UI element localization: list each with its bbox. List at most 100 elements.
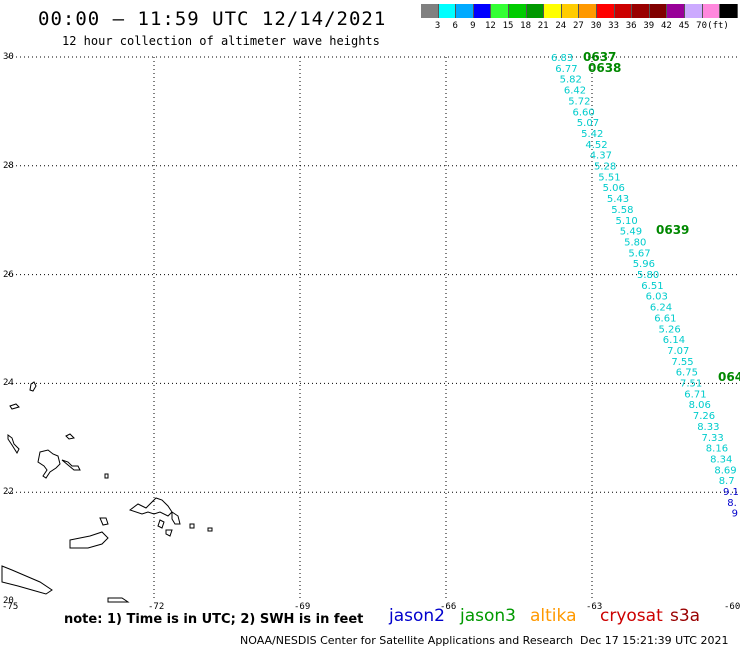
- colorbar-tick-label: 15: [502, 21, 514, 31]
- latitude-label: 30: [3, 52, 14, 62]
- track-swh-label: 5.26: [659, 324, 681, 335]
- credit-date: Dec 17 15:21:39 UTC 2021: [580, 634, 729, 647]
- track-swh-label: 6.83: [551, 53, 573, 64]
- track-swh-label: 8.06: [689, 400, 711, 411]
- colorbar-swatch: [421, 4, 439, 18]
- track-swh-label: 6.60: [573, 107, 595, 118]
- coastline-exumas: [61, 459, 81, 471]
- colorbar-swatch: [649, 4, 668, 18]
- legend-item-jason2: jason2: [389, 606, 445, 626]
- track-swh-label: 6.75: [676, 368, 698, 379]
- colorbar-tick-label: 3: [434, 21, 441, 31]
- legend-item-cryosat: cryosat: [600, 606, 663, 626]
- colorbar: [421, 4, 738, 18]
- colorbar-swatch: [684, 4, 703, 18]
- colorbar-tick-label: 30: [590, 21, 602, 31]
- grid-lines: [8, 56, 738, 601]
- track-swh-label: 5.51: [598, 172, 620, 183]
- track-swh-label: 6.03: [646, 292, 668, 303]
- colorbar-swatch: [473, 4, 492, 18]
- colorbar-swatch: [491, 4, 509, 18]
- longitude-label: -69: [294, 602, 311, 612]
- track-swh-label: 5.10: [616, 216, 638, 227]
- track-swh-label: 7.07: [667, 346, 689, 357]
- track-swh-label: 9.1: [723, 487, 739, 498]
- legend-item-s3a: s3a: [670, 606, 701, 626]
- track-swh-label: 6.61: [654, 313, 676, 324]
- track-swh-label: 5.67: [628, 248, 650, 259]
- colorbar-tick-label: 27: [572, 21, 584, 31]
- colorbar-tick-label: 33: [608, 21, 620, 31]
- track-swh-label: 8.: [727, 498, 737, 509]
- colorbar-tick-label: 70: [696, 21, 708, 31]
- latitude-label: 20: [3, 596, 14, 606]
- track-swh-label: 5.43: [607, 194, 629, 205]
- longitude-label: -60: [724, 602, 740, 612]
- track-time-label: 0637: [583, 50, 616, 64]
- coastline-turks-b: [171, 511, 181, 525]
- colorbar-swatch: [720, 4, 738, 18]
- colorbar-unit: (ft): [707, 21, 729, 31]
- track-swh-label: 5.96: [633, 259, 655, 270]
- colorbar-tick-label: 36: [625, 21, 637, 31]
- footer-note: note: 1) Time is in UTC; 2) SWH is in fe…: [64, 612, 364, 627]
- map-subtitle: 12 hour collection of altimeter wave hei…: [62, 34, 380, 48]
- colorbar-tick-label: 45: [678, 21, 690, 31]
- coastline-caicos: [157, 519, 165, 529]
- track-swh-label: 5.28: [594, 162, 616, 173]
- track-swh-label: 5.06: [603, 183, 625, 194]
- coastline-island-c: [165, 529, 173, 537]
- track-swh-label: 6.71: [684, 389, 706, 400]
- colorbar-tick-label: 21: [537, 21, 549, 31]
- colorbar-tick-label: 12: [484, 21, 496, 31]
- coastline-eleuthera: [37, 449, 61, 479]
- track-swh-label: 6.51: [641, 281, 663, 292]
- coastline-acklins: [69, 531, 109, 549]
- longitude-label: -63: [586, 602, 603, 612]
- colorbar-swatch: [579, 4, 597, 18]
- track-swh-label: 7.26: [693, 411, 715, 422]
- longitude-label: -72: [148, 602, 165, 612]
- longitude-label: -66: [440, 602, 457, 612]
- coastline-turks-a: [128, 497, 173, 517]
- latitude-label: 26: [3, 269, 14, 280]
- colorbar-swatch: [702, 4, 721, 18]
- latitude-label: 22: [3, 487, 14, 498]
- colorbar-swatch: [614, 4, 633, 18]
- track-swh-label: 8.34: [710, 454, 732, 465]
- track-swh-label: 6.24: [650, 303, 672, 314]
- colorbar-swatch: [667, 4, 685, 18]
- colorbar-swatch: [526, 4, 545, 18]
- latitude-label: 24: [3, 378, 14, 389]
- colorbar-swatch: [596, 4, 615, 18]
- track-swh-label: 5.72: [568, 96, 590, 107]
- colorbar-swatch: [632, 4, 650, 18]
- coastlines: [1, 381, 213, 603]
- track-swh-label: 8.7: [719, 476, 735, 487]
- track-swh-label: 7.33: [702, 433, 724, 444]
- track-swh-label: 5.80: [624, 237, 646, 248]
- colorbar-tick-label: 6: [452, 21, 458, 31]
- track-swh-label: 8.69: [714, 465, 736, 476]
- colorbar-tick-label: 24: [555, 21, 567, 31]
- coastline-island-d: [189, 523, 195, 529]
- colorbar-swatch: [544, 4, 562, 18]
- track-swh-label: 5.42: [581, 129, 603, 140]
- track-swh-label: 7.51: [680, 379, 702, 390]
- track-time-label: 0639: [656, 223, 689, 237]
- track-swh-label: 5.07: [577, 118, 599, 129]
- coastline-island-b: [104, 473, 109, 479]
- coastline-island-a: [9, 403, 20, 410]
- colorbar-swatch: [438, 4, 457, 18]
- track-swh-label: 8.33: [697, 422, 719, 433]
- credit-text: NOAA/NESDIS Center for Satellite Applica…: [240, 634, 574, 647]
- track-swh-label: 6.77: [555, 64, 577, 75]
- colorbar-swatch: [561, 4, 580, 18]
- track-time-label: 064: [718, 370, 740, 384]
- coastline-bahamas-north: [29, 381, 37, 392]
- track-swh-label: 6.14: [663, 335, 685, 346]
- legend-item-altika: altika: [530, 606, 577, 626]
- colorbar-swatch: [456, 4, 474, 18]
